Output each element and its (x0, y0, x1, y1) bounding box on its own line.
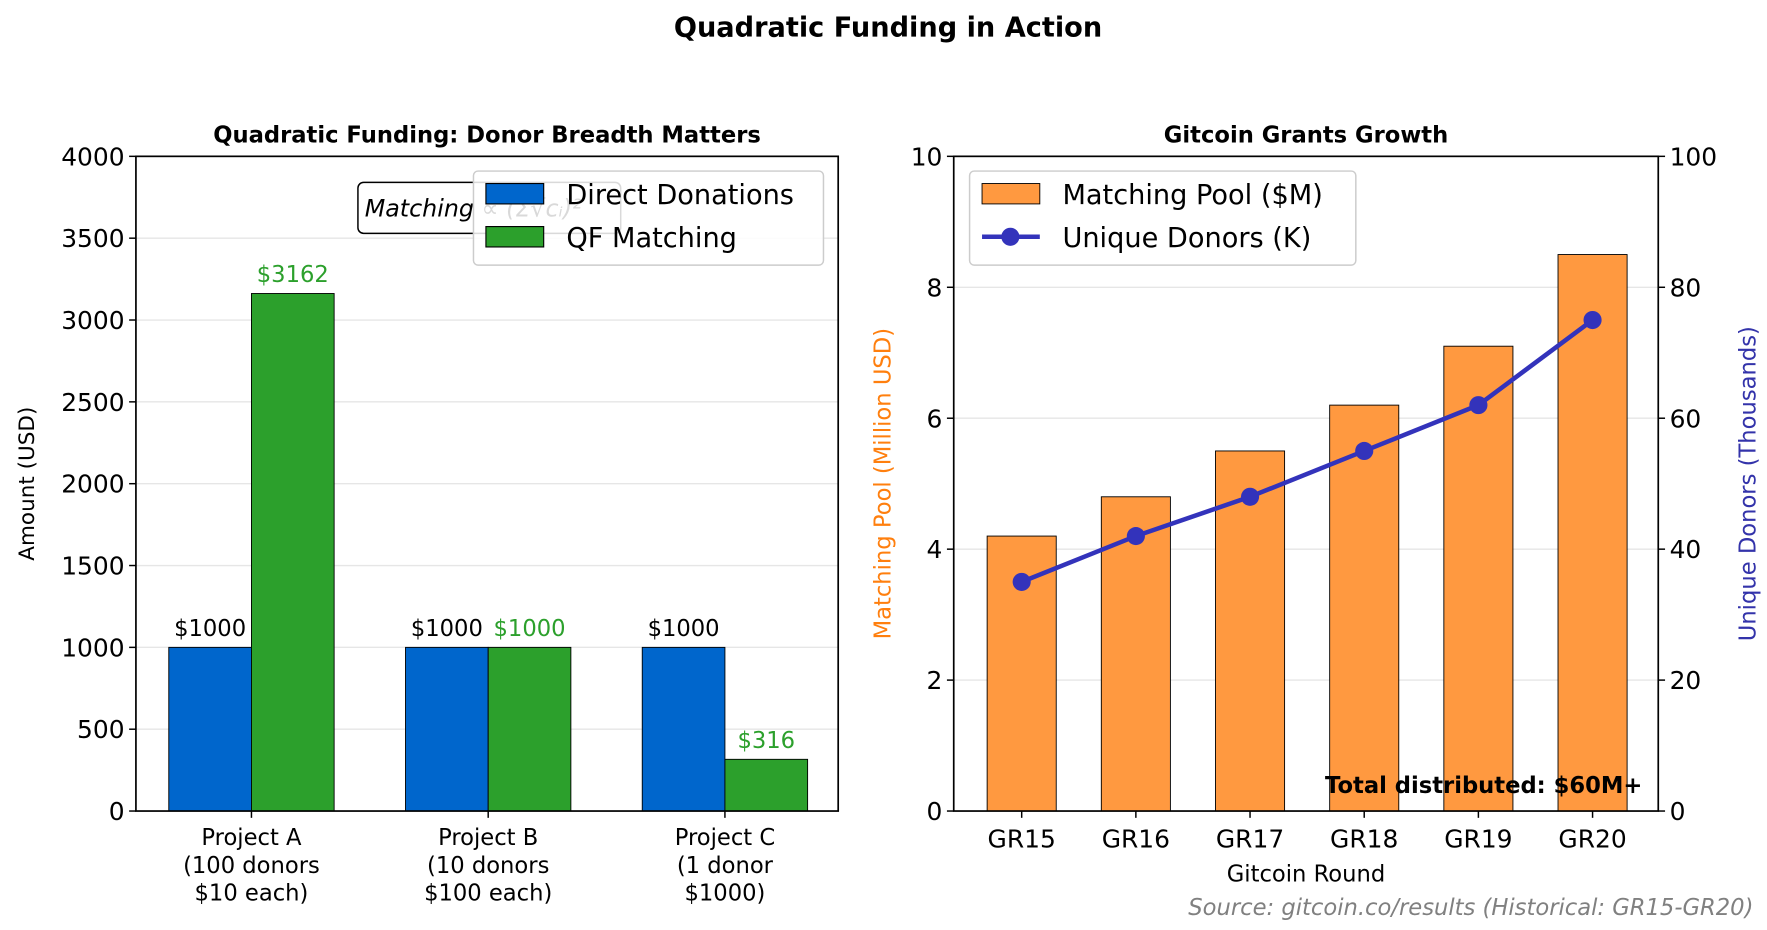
y-tick-label: 3000 (61, 306, 124, 335)
right-y2-ticks: 0 20 40 60 80 100 (1658, 142, 1717, 826)
left-chart-title: Quadratic Funding: Donor Breadth Matters (213, 123, 761, 149)
x-tick-label: Project C (675, 825, 775, 851)
y2-tick-label: 20 (1670, 666, 1702, 695)
y-tick-label: 6 (927, 404, 943, 433)
y2-tick-label: 0 (1670, 797, 1686, 826)
bar-matching-pool (1443, 345, 1514, 812)
y-tick-label: 2000 (61, 470, 124, 499)
donors-point (1126, 527, 1145, 546)
y-tick-label: 0 (109, 797, 125, 826)
y-tick-label: 1500 (61, 552, 124, 581)
right-axes-frame (952, 155, 1660, 812)
x-tick-label: Project A (201, 825, 302, 851)
y-tick-label: 10 (911, 142, 943, 171)
x-tick-label: GR16 (1102, 824, 1170, 853)
x-tick-label: (100 donors (183, 853, 320, 879)
bar-value-label: $1000 (494, 616, 566, 642)
bar-qf-matching (251, 293, 335, 812)
bar-matching-pool (1557, 254, 1628, 812)
legend-label-donors: Unique Donors (K) (1062, 223, 1311, 254)
donors-point (1012, 572, 1031, 591)
bar-matching-pool (1329, 404, 1400, 812)
bar-value-label: $1000 (174, 616, 246, 642)
y-tick-label: 500 (77, 715, 125, 744)
y-tick-label: 1000 (61, 633, 124, 662)
x-tick-label: GR17 (1216, 824, 1284, 853)
left-x-ticks: Project A(100 donors$10 each)Project B(1… (183, 811, 775, 907)
right-legend: Matching Pool ($M) Unique Donors (K) (968, 170, 1357, 266)
bar-direct-donation (641, 646, 726, 812)
y-tick-label: 2 (927, 666, 943, 695)
y-tick-label: 3500 (61, 224, 124, 253)
x-tick-label: GR20 (1558, 824, 1626, 853)
right-y2-axis-label: Unique Donors (Thousands) (1736, 326, 1762, 641)
bar-qf-matching (724, 758, 809, 812)
x-tick-label: (10 donors (427, 853, 549, 879)
bar-matching-pool (1215, 450, 1286, 812)
right-chart-title: Gitcoin Grants Growth (1164, 123, 1448, 149)
x-tick-label: $10 each) (195, 881, 309, 907)
donors-point (1583, 310, 1602, 330)
left-y-axis-label: Amount (USD) (15, 407, 40, 561)
bar-value-label: $1000 (648, 616, 720, 642)
donors-point (1355, 441, 1374, 461)
legend-swatch-direct (485, 182, 545, 205)
left-bar-labels: $1000 $3162 $1000 $1000 $1000 $316 (174, 262, 795, 754)
right-y-axis-label: Matching Pool (Million USD) (870, 328, 896, 639)
y2-tick-label: 80 (1670, 273, 1702, 302)
bar-value-label: $316 (737, 728, 795, 754)
legend-marker-donors (1001, 227, 1020, 246)
legend-label-qf: QF Matching (566, 223, 737, 254)
x-tick-label: GR18 (1330, 824, 1398, 853)
x-tick-label: $1000) (684, 881, 765, 907)
x-tick-label: Project B (438, 825, 538, 851)
donors-point (1240, 487, 1260, 506)
left-y-ticks: 0 500 1000 1500 2000 2500 3000 3500 4000 (61, 142, 136, 826)
y-tick-label: 4 (927, 535, 943, 564)
right-x-axis-label: Gitcoin Round (1227, 861, 1385, 887)
bar-value-label: $1000 (411, 616, 483, 642)
legend-label-direct: Direct Donations (566, 180, 794, 211)
bar-qf-matching (487, 646, 572, 812)
bar-matching-pool (1100, 496, 1171, 812)
left-legend: Direct Donations QF Matching (472, 170, 825, 266)
y-tick-label: 4000 (61, 142, 124, 171)
y2-tick-label: 100 (1670, 142, 1718, 171)
bar-value-label: $3162 (257, 262, 329, 288)
donors-point (1469, 396, 1488, 415)
x-tick-label: GR19 (1444, 824, 1512, 853)
figure-title: Quadratic Funding in Action (674, 12, 1102, 43)
left-chart: $1000 $3162 $1000 $1000 $1000 $316 0 500 1000 15… (15, 123, 840, 907)
x-tick-label: GR15 (988, 824, 1056, 853)
legend-swatch-qf (485, 226, 545, 248)
y2-tick-label: 40 (1670, 535, 1702, 564)
right-bars (986, 254, 1628, 812)
right-y-ticks: 0 2 4 6 8 10 (911, 142, 954, 826)
y-tick-label: 8 (927, 273, 943, 302)
left-bars (168, 293, 809, 812)
legend-label-pool: Matching Pool ($M) (1062, 180, 1322, 211)
x-tick-label: $100 each) (424, 881, 552, 907)
donors-line-path (1020, 318, 1594, 584)
legend-swatch-pool (981, 183, 1041, 205)
right-x-ticks: GR15 GR16 GR17 GR18 GR19 GR20 (988, 811, 1627, 853)
source-note: Source: gitcoin.co/results (Historical: … (1188, 895, 1753, 921)
y2-tick-label: 60 (1670, 404, 1702, 433)
total-distributed-annotation: Total distributed: $60M+ (1325, 773, 1642, 799)
x-tick-label: (1 donor (677, 853, 774, 879)
donors-line (1012, 310, 1602, 591)
y-tick-label: 2500 (61, 388, 124, 417)
bar-direct-donation (405, 646, 489, 812)
y-tick-label: 0 (927, 797, 943, 826)
bar-direct-donation (168, 646, 252, 812)
